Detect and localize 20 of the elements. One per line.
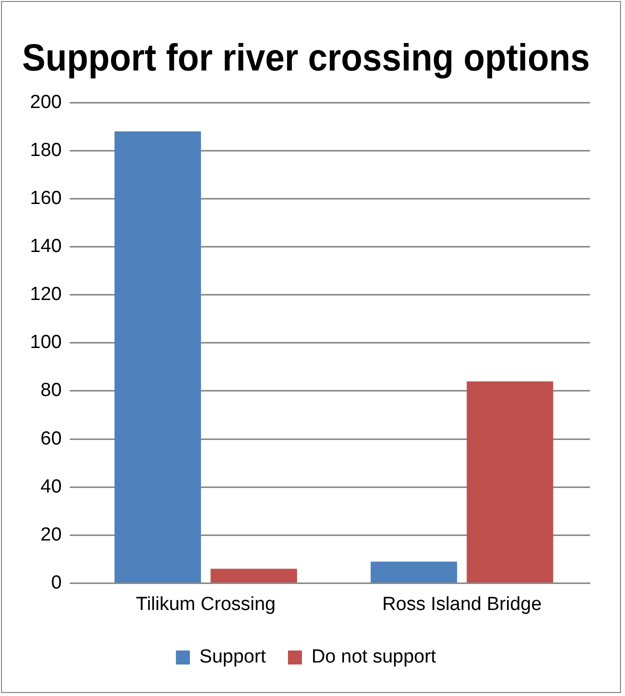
y-tick-label: 60 — [40, 428, 62, 450]
y-tick-label: 20 — [40, 524, 62, 546]
bar — [370, 562, 458, 582]
y-tick-label: 0 — [51, 572, 62, 594]
y-tick-label: 200 — [30, 92, 62, 113]
y-tick-label: 100 — [30, 332, 62, 354]
bar — [114, 131, 201, 582]
x-tick-label: Tilikum Crossing — [136, 594, 276, 615]
bar — [466, 381, 554, 582]
legend-label: Do not support — [311, 646, 437, 668]
y-tick-label: 160 — [30, 188, 62, 209]
y-tick-label: 40 — [40, 476, 62, 498]
y-tick-label: 140 — [30, 236, 62, 258]
legend-label: Support — [199, 646, 267, 668]
chart-title: Support for river crossing options — [22, 36, 590, 79]
y-tick-label: 120 — [30, 284, 62, 306]
y-tick-label: 80 — [40, 380, 62, 402]
y-tick-label: 180 — [30, 140, 62, 161]
bar — [210, 568, 298, 582]
x-tick-label: Ross Island Bridge — [382, 594, 542, 615]
